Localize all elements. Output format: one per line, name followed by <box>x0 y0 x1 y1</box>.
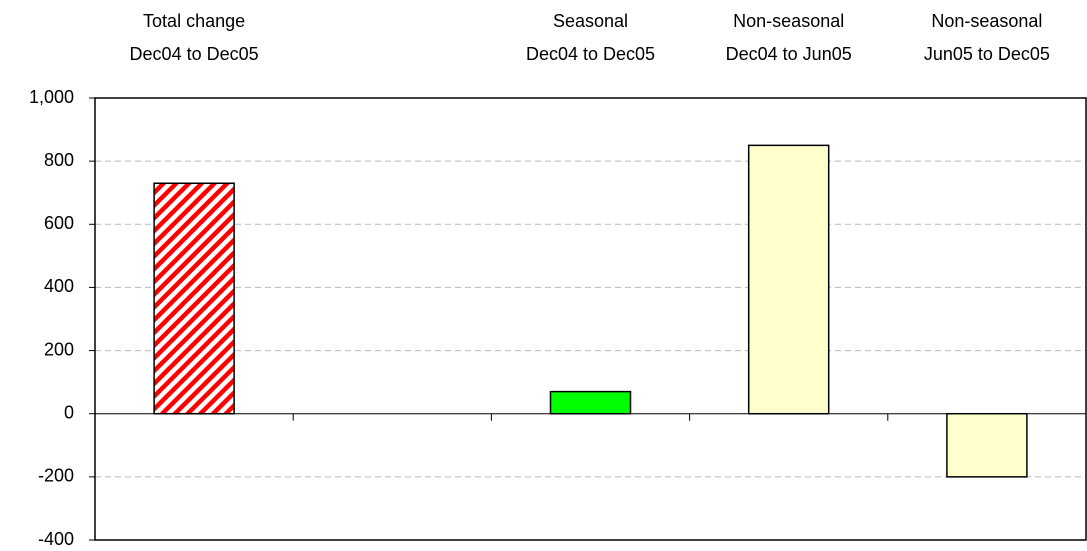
bar <box>153 182 235 415</box>
y-tick-label: 0 <box>64 402 74 422</box>
y-tick-label: 400 <box>44 276 74 296</box>
bar <box>549 390 632 415</box>
bar <box>946 412 1028 478</box>
y-tick-label: -200 <box>38 466 74 486</box>
y-tick-label: 1,000 <box>29 87 74 107</box>
y-tick-label: -400 <box>38 529 74 549</box>
category-label: Dec04 to Jun05 <box>726 44 852 64</box>
category-label: Total change <box>143 11 245 31</box>
y-tick-label: 800 <box>44 150 74 170</box>
plot-frame <box>94 97 1087 541</box>
category-label: Non-seasonal <box>733 11 844 31</box>
category-label: Dec04 to Dec05 <box>130 44 259 64</box>
y-tick-label: 600 <box>44 213 74 233</box>
category-label: Jun05 to Dec05 <box>924 44 1050 64</box>
category-label: Dec04 to Dec05 <box>526 44 655 64</box>
category-label: Seasonal <box>553 11 628 31</box>
category-label: Non-seasonal <box>931 11 1042 31</box>
bar <box>747 144 830 415</box>
y-tick-label: 200 <box>44 339 74 359</box>
